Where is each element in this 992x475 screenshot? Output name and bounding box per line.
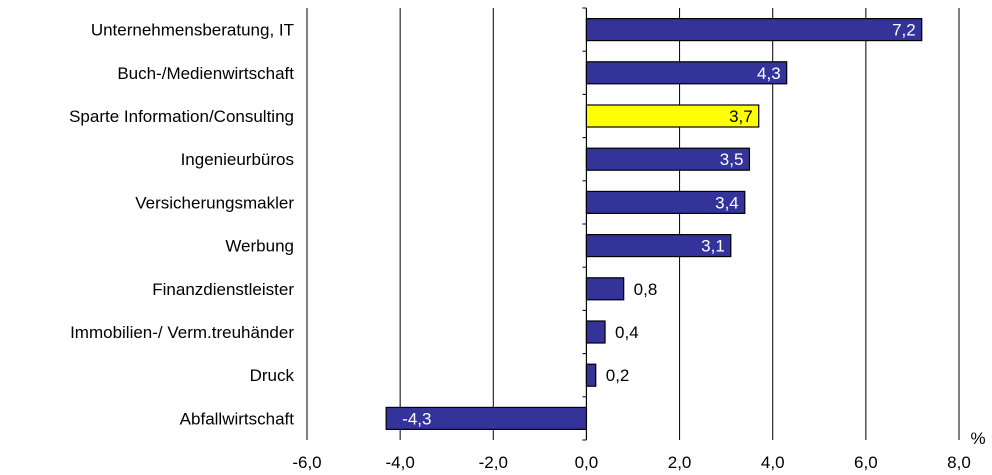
category-label-0: Unternehmensberatung, IT <box>91 21 294 40</box>
category-label-9: Abfallwirtschaft <box>180 409 295 428</box>
x-tick-label-4: 2,0 <box>668 453 692 472</box>
data-label-2: 3,7 <box>729 107 753 126</box>
data-label-5: 3,1 <box>701 237 725 256</box>
data-label-1: 4,3 <box>757 64 781 83</box>
bar-2 <box>585 104 760 128</box>
x-tick-labels: -6,0 -4,0 -2,0 0,0 2,0 4,0 6,0 8,0 <box>292 453 970 472</box>
data-label-7: 0,4 <box>615 323 639 342</box>
category-label-6: Finanzdienstleister <box>152 280 294 299</box>
category-label-7: Immobilien-/ Verm.treuhänder <box>70 323 294 342</box>
data-label-6: 0,8 <box>634 280 658 299</box>
bar-1 <box>585 61 788 85</box>
x-tick-label-6: 6,0 <box>854 453 878 472</box>
category-label-4: Versicherungsmakler <box>135 193 294 212</box>
bar-4 <box>585 190 746 214</box>
x-unit-label: % <box>970 429 985 448</box>
category-labels: Unternehmensberatung, IT Buch-/Medienwirt… <box>69 21 294 429</box>
x-tick-label-2: -2,0 <box>479 453 508 472</box>
bar-3 <box>585 147 751 171</box>
category-label-2: Sparte Information/Consulting <box>69 107 294 126</box>
bar-8 <box>585 363 597 387</box>
data-label-4: 3,4 <box>715 193 739 212</box>
x-tick-label-1: -4,0 <box>385 453 414 472</box>
bar-5 <box>585 234 732 258</box>
data-label-0: 7,2 <box>892 21 916 40</box>
category-label-5: Werbung <box>225 237 294 256</box>
data-label-3: 3,5 <box>720 150 744 169</box>
bar-0 <box>585 18 923 42</box>
x-tick-label-0: -6,0 <box>292 453 321 472</box>
x-tick-label-3: 0,0 <box>575 453 599 472</box>
data-label-8: 0,2 <box>606 366 630 385</box>
category-label-8: Druck <box>250 366 295 385</box>
category-label-3: Ingenieurbüros <box>181 150 294 169</box>
bars: 7,2 4,3 3,7 3,5 3,4 3,1 0,8 0,4 0,2 -4,3 <box>385 18 923 430</box>
x-tick-label-5: 4,0 <box>761 453 785 472</box>
category-label-1: Buch-/Medienwirtschaft <box>117 64 294 83</box>
bar-9 <box>385 406 588 430</box>
x-tick-label-7: 8,0 <box>947 453 971 472</box>
bar-7 <box>585 320 606 344</box>
bar-6 <box>585 277 625 301</box>
data-label-9: -4,3 <box>402 409 431 428</box>
